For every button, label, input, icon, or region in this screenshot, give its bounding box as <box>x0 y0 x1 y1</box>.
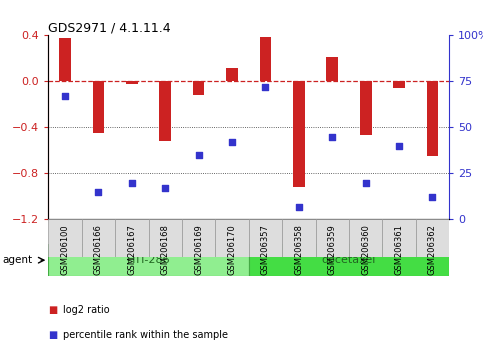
Bar <box>126 81 138 84</box>
Bar <box>82 219 115 257</box>
Bar <box>349 219 383 257</box>
Bar <box>383 219 416 257</box>
Bar <box>48 219 82 257</box>
Point <box>161 185 169 191</box>
Text: GSM206359: GSM206359 <box>328 224 337 275</box>
Text: HTI-286: HTI-286 <box>127 255 170 265</box>
Bar <box>315 219 349 257</box>
Bar <box>149 219 182 257</box>
Text: log2 ratio: log2 ratio <box>63 305 110 315</box>
Point <box>95 189 102 195</box>
Bar <box>59 38 71 81</box>
Point <box>328 134 336 139</box>
Bar <box>48 244 249 276</box>
Bar <box>416 219 449 257</box>
Bar <box>159 81 171 141</box>
Point <box>295 204 303 210</box>
Bar <box>282 219 315 257</box>
Bar <box>360 81 371 136</box>
Point <box>362 180 369 185</box>
Bar <box>249 219 282 257</box>
Text: GSM206357: GSM206357 <box>261 224 270 275</box>
Text: GSM206100: GSM206100 <box>60 224 70 275</box>
Point <box>262 84 270 90</box>
Bar <box>215 219 249 257</box>
Bar <box>193 81 204 95</box>
Bar <box>393 81 405 88</box>
Bar <box>426 81 439 156</box>
Bar <box>327 57 338 81</box>
Point <box>61 93 69 99</box>
Bar <box>249 244 449 276</box>
Point <box>228 139 236 145</box>
Bar <box>115 219 149 257</box>
Text: percentile rank within the sample: percentile rank within the sample <box>63 330 228 339</box>
Point <box>428 195 436 200</box>
Bar <box>293 81 305 187</box>
Text: ■: ■ <box>48 305 57 315</box>
Text: GSM206169: GSM206169 <box>194 224 203 275</box>
Bar <box>226 68 238 81</box>
Text: ■: ■ <box>48 330 57 339</box>
Text: GSM206360: GSM206360 <box>361 224 370 275</box>
Text: GSM206358: GSM206358 <box>294 224 303 275</box>
Point <box>395 143 403 149</box>
Text: GSM206167: GSM206167 <box>128 224 136 275</box>
Text: GSM206166: GSM206166 <box>94 224 103 275</box>
Bar <box>93 81 104 133</box>
Text: GSM206361: GSM206361 <box>395 224 404 275</box>
Text: GSM206168: GSM206168 <box>161 224 170 275</box>
Point <box>128 180 136 185</box>
Text: docetaxel: docetaxel <box>322 255 376 265</box>
Bar <box>182 219 215 257</box>
Text: GSM206170: GSM206170 <box>227 224 237 275</box>
Text: GDS2971 / 4.1.11.4: GDS2971 / 4.1.11.4 <box>48 21 171 34</box>
Text: agent: agent <box>2 255 32 265</box>
Point <box>195 152 202 158</box>
Text: GSM206362: GSM206362 <box>428 224 437 275</box>
Bar <box>259 36 271 81</box>
